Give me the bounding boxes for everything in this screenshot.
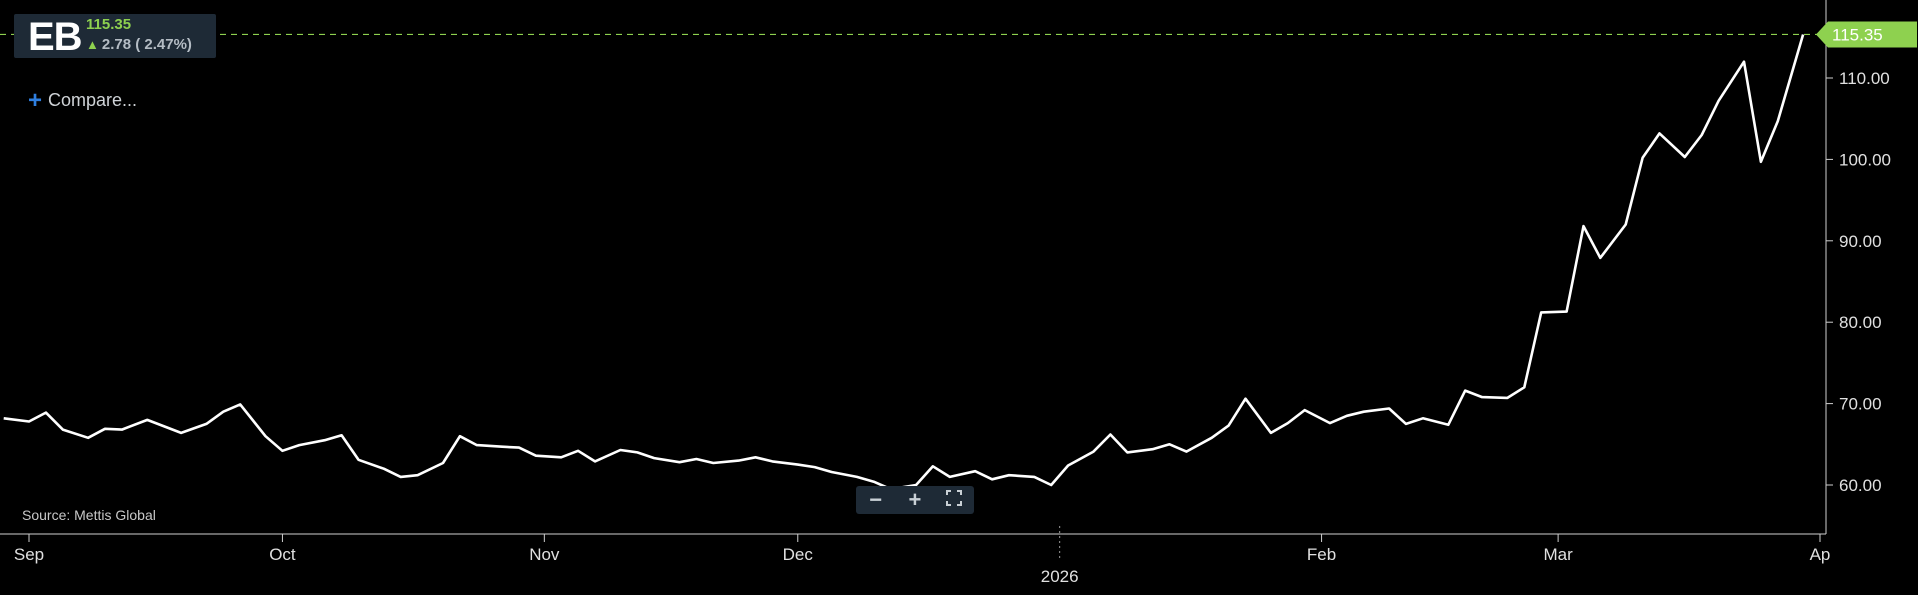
last-price-tag-label: 115.35 [1832,25,1883,44]
x-tick-label: Mar [1543,545,1573,564]
y-tick-label: 90.00 [1839,232,1882,251]
ticker-summary: EB 115.35 ▲ 2.78 ( 2.47%) [14,14,216,58]
y-axis: 60.00 70.00 80.00 90.00 100.00 110.00 [1825,0,1891,534]
x-tick-label: Dec [783,545,814,564]
last-price-tag: 115.35 [1816,21,1917,48]
x-axis: Sep Oct Nov Dec 2026 Feb Mar Ap [0,526,1830,586]
y-tick-label: 60.00 [1839,476,1882,495]
compare-label: Compare... [48,90,138,110]
last-price-tag-shape [1816,21,1917,48]
zoom-out-button[interactable]: − [869,487,883,512]
compare-button[interactable]: + Compare... [28,87,137,115]
series-line [3,34,1805,491]
x-tick-label: Oct [269,545,296,564]
fullscreen-button[interactable] [939,486,969,514]
x-tick-label: Sep [14,545,44,564]
x-tick-label: Nov [529,545,560,564]
x-year-label: 2026 [1041,567,1079,586]
ticker-price: 115.35 [86,16,132,33]
x-tick-label: Ap [1810,545,1831,564]
y-tick-label: 110.00 [1839,69,1890,88]
zoom-controls: − + [856,486,974,514]
ticker-change: 2.78 ( 2.47%) [101,36,192,53]
source-label: Source: Mettis Global [22,507,156,523]
plus-icon: + [28,87,43,114]
y-tick-label: 80.00 [1839,313,1882,332]
ticker-symbol: EB [28,15,83,59]
y-tick-label: 100.00 [1839,150,1891,169]
x-tick-label: Feb [1307,545,1336,564]
zoom-in-button[interactable]: + [908,487,922,512]
ticker-change-row: ▲ 2.78 ( 2.47%) [86,36,192,53]
fullscreen-icon [946,490,963,506]
arrow-up-icon: ▲ [86,37,99,52]
y-tick-label: 70.00 [1839,395,1882,414]
